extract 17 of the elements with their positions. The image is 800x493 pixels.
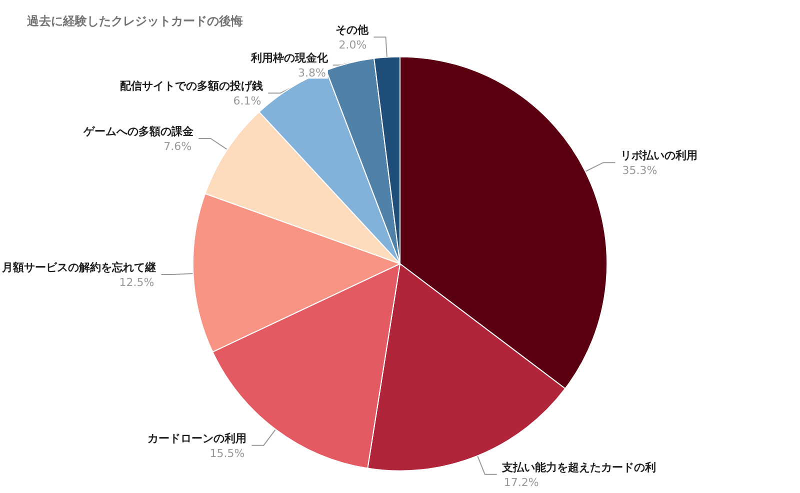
data-label: 35.3% <box>622 164 658 178</box>
data-label: 6.1% <box>233 94 262 108</box>
data-label: 2.0% <box>338 38 367 52</box>
slice-label: 支払い能力を超えたカードの利 <box>500 460 656 474</box>
data-label: 15.5% <box>210 446 245 460</box>
slice-label: ゲームへの多額の課金 <box>82 125 195 138</box>
slice-label: その他 <box>336 24 370 37</box>
data-label: 12.5% <box>119 276 154 289</box>
data-label: 17.2% <box>504 476 539 489</box>
slice-label: 月額サービスの解約を忘れて継 <box>1 260 156 274</box>
slice-label: 配信サイトでの多額の投げ銭 <box>120 80 264 93</box>
slice-label: リボ払いの利用 <box>620 149 698 162</box>
data-label: 3.8% <box>298 66 326 80</box>
slice-label: カードローンの利用 <box>148 432 247 445</box>
chart-title: 過去に経験したクレジットカードの後悔 <box>26 14 243 28</box>
slice-label: 利用枠の現金化 <box>250 52 329 65</box>
data-label: 7.6% <box>164 140 192 153</box>
